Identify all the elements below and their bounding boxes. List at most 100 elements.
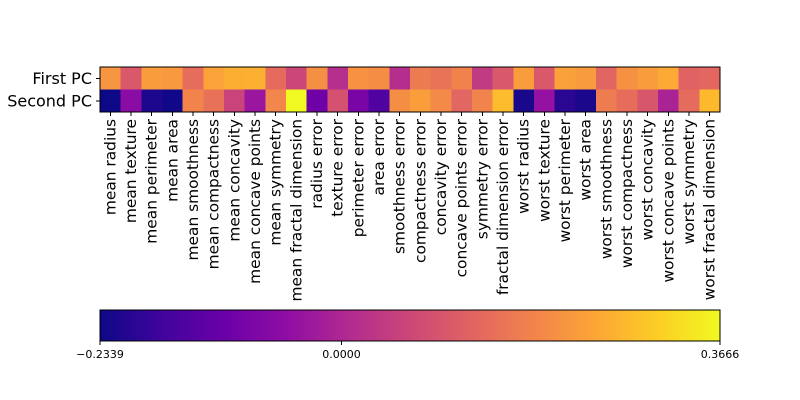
heatmap-cell — [224, 67, 246, 90]
heatmap-cell — [658, 67, 680, 90]
heatmap-cell — [430, 89, 452, 113]
heatmap-cell — [575, 89, 597, 113]
row-label: Second PC — [7, 91, 92, 110]
column-label: worst radius — [515, 119, 533, 214]
heatmap-cell — [100, 67, 122, 90]
heatmap-cell — [616, 67, 638, 90]
column-label: mean area — [163, 119, 181, 202]
heatmap-cell — [306, 89, 328, 113]
column-label: mean compactness — [205, 119, 223, 269]
heatmap-cell — [368, 89, 390, 113]
heatmap-cell — [120, 67, 142, 90]
column-label: radius error — [308, 118, 326, 208]
heatmap-cell — [182, 89, 204, 113]
column-label: mean symmetry — [267, 119, 285, 246]
colorbar-tick-label: −0.2339 — [76, 348, 124, 361]
column-label: perimeter error — [349, 118, 367, 237]
heatmap-cell — [244, 89, 266, 113]
heatmap-cell — [286, 67, 308, 90]
column-label: worst concavity — [639, 119, 657, 240]
heatmap-cell — [596, 67, 618, 90]
colorbar — [100, 310, 720, 341]
row-label: First PC — [32, 69, 92, 88]
heatmap-cell — [100, 89, 122, 113]
heatmap-cell — [389, 67, 411, 90]
column-label: smoothness error — [391, 118, 409, 254]
heatmap-cell — [265, 67, 287, 90]
column-label: worst compactness — [618, 119, 636, 268]
heatmap-cell — [451, 67, 473, 90]
colorbar-ticks: −0.2339 0.0000 0.3666 — [76, 341, 739, 361]
heatmap-cell — [616, 89, 638, 113]
column-label: worst smoothness — [597, 119, 615, 259]
heatmap-cell — [120, 89, 142, 113]
heatmap-cell — [348, 89, 370, 113]
column-label: worst texture — [535, 119, 553, 222]
row-labels: First PC Second PC — [7, 69, 100, 110]
heatmap-cell — [286, 89, 308, 113]
column-label: area error — [370, 118, 388, 195]
column-label: worst symmetry — [680, 119, 698, 244]
heatmap-cell — [513, 67, 535, 90]
heatmap-cell — [451, 89, 473, 113]
heatmap-cell — [575, 67, 597, 90]
column-label: mean smoothness — [184, 119, 202, 260]
heatmap-cell — [534, 67, 556, 90]
heatmap-cell — [203, 67, 225, 90]
heatmap-cell — [492, 67, 514, 90]
heatmap-cell — [162, 67, 184, 90]
heatmap-cell — [306, 67, 328, 90]
heatmap-cell — [141, 67, 163, 90]
heatmap-cells — [100, 67, 721, 113]
heatmap-cell — [265, 89, 287, 113]
heatmap-cell — [327, 89, 349, 113]
heatmap-cell — [534, 89, 556, 113]
column-label: worst area — [577, 119, 595, 201]
heatmap-cell — [472, 89, 494, 113]
column-label: mean texture — [122, 119, 140, 223]
column-label: mean radius — [101, 119, 119, 215]
column-label: symmetry error — [473, 118, 491, 239]
heatmap-cell — [699, 67, 721, 90]
colorbar-frame — [99, 309, 721, 342]
heatmap-cell — [162, 89, 184, 113]
heatmap-cell — [327, 67, 349, 90]
heatmap-cell — [244, 67, 266, 90]
heatmap-cell — [596, 89, 618, 113]
colorbar-tick-label: 0.0000 — [322, 348, 361, 361]
heatmap-cell — [410, 67, 432, 90]
column-label: compactness error — [411, 118, 429, 263]
heatmap-frame — [99, 66, 721, 113]
heatmap-cell — [637, 89, 659, 113]
column-label: mean concave points — [246, 119, 264, 284]
column-label: mean perimeter — [143, 118, 161, 243]
heatmap-cell — [368, 67, 390, 90]
heatmap-cell — [472, 67, 494, 90]
column-label: texture error — [329, 118, 347, 216]
column-label: concavity error — [432, 118, 450, 235]
column-label: concave points error — [453, 118, 471, 277]
colorbar-tick-label: 0.3666 — [701, 348, 740, 361]
heatmap-cell — [389, 89, 411, 113]
heatmap-cell — [410, 89, 432, 113]
column-label: worst concave points — [659, 119, 677, 283]
heatmap-cell — [554, 89, 576, 113]
heatmap-cell — [513, 89, 535, 113]
heatmap-cell — [658, 89, 680, 113]
heatmap-cell — [224, 89, 246, 113]
heatmap-cell — [678, 67, 700, 90]
column-label: mean concavity — [225, 119, 243, 242]
heatmap-cell — [554, 67, 576, 90]
heatmap-cell — [699, 89, 721, 113]
column-label: worst fractal dimension — [701, 119, 719, 300]
heatmap-cell — [430, 67, 452, 90]
heatmap-cell — [492, 89, 514, 113]
heatmap-cell — [637, 67, 659, 90]
column-label: fractal dimension error — [494, 118, 512, 295]
heatmap-cell — [203, 89, 225, 113]
column-ticks — [109, 112, 711, 116]
heatmap-cell — [348, 67, 370, 90]
heatmap-cell — [182, 67, 204, 90]
